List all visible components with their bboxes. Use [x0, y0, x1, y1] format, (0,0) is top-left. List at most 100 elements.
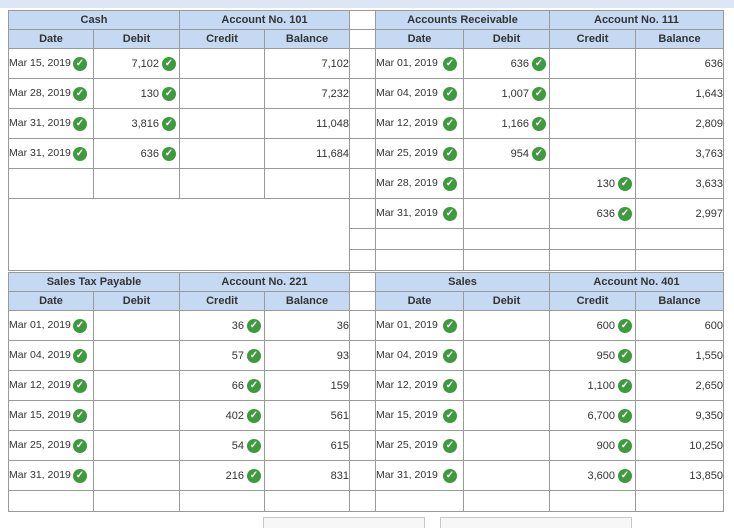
balance-cell[interactable]	[635, 490, 724, 512]
credit-cell[interactable]	[549, 138, 636, 169]
balance-cell[interactable]: 3,633	[635, 168, 724, 199]
date-cell[interactable]: Mar 25, 2019 ✓	[375, 138, 464, 169]
debit-cell[interactable]: 1,166 ✓	[463, 108, 550, 139]
date-cell[interactable]: Mar 01, 2019 ✓	[375, 310, 464, 341]
credit-cell[interactable]: 36 ✓	[179, 310, 265, 341]
debit-cell[interactable]	[463, 340, 550, 371]
credit-cell[interactable]: 636 ✓	[549, 198, 636, 229]
credit-cell[interactable]: 1,100 ✓	[549, 370, 636, 401]
date-cell[interactable]: Mar 04, 2019 ✓	[375, 340, 464, 371]
balance-cell[interactable]: 1,643	[635, 78, 724, 109]
debit-cell[interactable]	[463, 168, 550, 199]
debit-cell[interactable]	[93, 168, 180, 199]
balance-cell[interactable]	[635, 249, 724, 271]
date-cell[interactable]: Mar 31, 2019 ✓	[375, 460, 464, 491]
debit-cell[interactable]	[93, 370, 180, 401]
date-cell[interactable]: Mar 15, 2019 ✓	[8, 400, 94, 431]
date-cell[interactable]: Mar 28, 2019 ✓	[375, 168, 464, 199]
credit-cell[interactable]	[549, 228, 636, 250]
credit-cell[interactable]: 66 ✓	[179, 370, 265, 401]
date-cell[interactable]: Mar 01, 2019 ✓	[8, 310, 94, 341]
credit-cell[interactable]	[549, 249, 636, 271]
balance-cell[interactable]: 36	[264, 310, 350, 341]
credit-cell[interactable]: 900 ✓	[549, 430, 636, 461]
credit-cell[interactable]: 57 ✓	[179, 340, 265, 371]
debit-cell[interactable]	[463, 430, 550, 461]
debit-cell[interactable]	[93, 340, 180, 371]
date-cell[interactable]: Mar 25, 2019 ✓	[375, 430, 464, 461]
debit-cell[interactable]	[93, 430, 180, 461]
credit-cell[interactable]: 402 ✓	[179, 400, 265, 431]
credit-cell[interactable]: 216 ✓	[179, 460, 265, 491]
balance-cell[interactable]: 93	[264, 340, 350, 371]
date-cell[interactable]	[375, 490, 464, 512]
balance-cell[interactable]: 9,350	[635, 400, 724, 431]
debit-cell[interactable]	[463, 490, 550, 512]
credit-cell[interactable]	[179, 168, 265, 199]
date-cell[interactable]	[375, 249, 464, 271]
date-cell[interactable]: Mar 12, 2019 ✓	[375, 108, 464, 139]
date-cell[interactable]: Mar 15, 2019 ✓	[8, 48, 94, 79]
nav-button-next[interactable]	[440, 517, 632, 528]
balance-cell[interactable]: 159	[264, 370, 350, 401]
debit-cell[interactable]	[463, 460, 550, 491]
debit-cell[interactable]	[93, 310, 180, 341]
debit-cell[interactable]	[463, 370, 550, 401]
date-cell[interactable]: Mar 31, 2019 ✓	[375, 198, 464, 229]
balance-cell[interactable]	[264, 490, 350, 512]
balance-cell[interactable]: 831	[264, 460, 350, 491]
credit-cell[interactable]	[179, 48, 265, 79]
debit-cell[interactable]: 1,007 ✓	[463, 78, 550, 109]
balance-cell[interactable]: 561	[264, 400, 350, 431]
debit-cell[interactable]	[93, 460, 180, 491]
date-cell[interactable]: Mar 31, 2019 ✓	[8, 138, 94, 169]
debit-cell[interactable]: 636 ✓	[463, 48, 550, 79]
balance-cell[interactable]: 13,850	[635, 460, 724, 491]
date-cell[interactable]: Mar 31, 2019 ✓	[8, 460, 94, 491]
credit-cell[interactable]: 6,700 ✓	[549, 400, 636, 431]
debit-cell[interactable]: 130 ✓	[93, 78, 180, 109]
debit-cell[interactable]: 954 ✓	[463, 138, 550, 169]
balance-cell[interactable]	[635, 228, 724, 250]
balance-cell[interactable]: 615	[264, 430, 350, 461]
debit-cell[interactable]	[463, 249, 550, 271]
debit-cell[interactable]: 7,102 ✓	[93, 48, 180, 79]
credit-cell[interactable]	[179, 490, 265, 512]
balance-cell[interactable]: 11,684	[264, 138, 350, 169]
date-cell[interactable]	[8, 490, 94, 512]
credit-cell[interactable]	[549, 78, 636, 109]
date-cell[interactable]: Mar 15, 2019 ✓	[375, 400, 464, 431]
balance-cell[interactable]: 7,102	[264, 48, 350, 79]
balance-cell[interactable]: 2,997	[635, 198, 724, 229]
debit-cell[interactable]: 3,816 ✓	[93, 108, 180, 139]
balance-cell[interactable]: 7,232	[264, 78, 350, 109]
balance-cell[interactable]: 3,763	[635, 138, 724, 169]
balance-cell[interactable]: 11,048	[264, 108, 350, 139]
debit-cell[interactable]	[93, 490, 180, 512]
date-cell[interactable]	[8, 168, 94, 199]
date-cell[interactable]: Mar 28, 2019 ✓	[8, 78, 94, 109]
credit-cell[interactable]: 54 ✓	[179, 430, 265, 461]
date-cell[interactable]: Mar 04, 2019 ✓	[8, 340, 94, 371]
credit-cell[interactable]	[549, 490, 636, 512]
date-cell[interactable]: Mar 12, 2019 ✓	[375, 370, 464, 401]
balance-cell[interactable]: 10,250	[635, 430, 724, 461]
debit-cell[interactable]	[463, 400, 550, 431]
date-cell[interactable]	[375, 228, 464, 250]
credit-cell[interactable]	[179, 78, 265, 109]
date-cell[interactable]: Mar 25, 2019 ✓	[8, 430, 94, 461]
date-cell[interactable]: Mar 12, 2019 ✓	[8, 370, 94, 401]
credit-cell[interactable]: 130 ✓	[549, 168, 636, 199]
credit-cell[interactable]: 3,600 ✓	[549, 460, 636, 491]
balance-cell[interactable]: 2,809	[635, 108, 724, 139]
date-cell[interactable]: Mar 01, 2019 ✓	[375, 48, 464, 79]
balance-cell[interactable]: 2,650	[635, 370, 724, 401]
balance-cell[interactable]: 1,550	[635, 340, 724, 371]
credit-cell[interactable]	[549, 108, 636, 139]
debit-cell[interactable]	[463, 228, 550, 250]
balance-cell[interactable]: 600	[635, 310, 724, 341]
debit-cell[interactable]: 636 ✓	[93, 138, 180, 169]
date-cell[interactable]: Mar 04, 2019 ✓	[375, 78, 464, 109]
debit-cell[interactable]	[463, 310, 550, 341]
balance-cell[interactable]	[264, 168, 350, 199]
